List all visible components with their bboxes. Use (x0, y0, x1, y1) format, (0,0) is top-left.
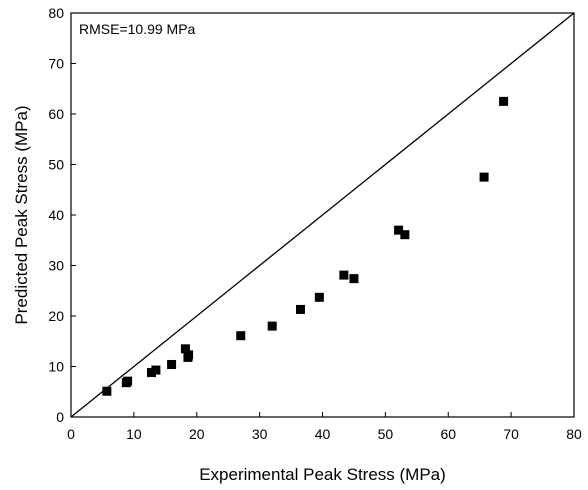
data-point (151, 365, 161, 375)
data-point (314, 292, 324, 302)
x-tick-label: 60 (440, 426, 456, 442)
rmse-annotation: RMSE=10.99 MPa (79, 21, 196, 37)
y-tick-label: 60 (48, 106, 64, 122)
data-point (400, 230, 410, 240)
data-points (102, 96, 509, 396)
x-tick-label: 0 (67, 426, 75, 442)
y-tick-label: 80 (48, 5, 64, 21)
y-tick-label: 50 (48, 157, 64, 173)
x-tick-label: 70 (503, 426, 519, 442)
data-point (295, 304, 305, 314)
y-axis-title: Predicted Peak Stress (MPa) (12, 105, 31, 324)
x-tick-label: 50 (378, 426, 394, 442)
y-tick-label: 10 (48, 359, 64, 375)
data-point (167, 359, 177, 369)
data-point (102, 386, 112, 396)
x-tick-label: 40 (315, 426, 331, 442)
x-axis-ticks: 0 10 20 30 40 50 60 70 80 (67, 412, 582, 442)
y-tick-label: 20 (48, 308, 64, 324)
y-tick-label: 30 (48, 258, 64, 274)
y-tick-label: 70 (48, 56, 64, 72)
data-point (180, 344, 190, 354)
data-point (267, 321, 277, 331)
data-point (184, 350, 194, 360)
y-tick-label: 40 (48, 207, 64, 223)
data-point (499, 96, 509, 106)
x-axis-title: Experimental Peak Stress (MPa) (199, 465, 446, 484)
x-tick-label: 10 (126, 426, 142, 442)
data-point (349, 274, 359, 284)
data-point (123, 376, 133, 386)
x-tick-label: 30 (252, 426, 268, 442)
x-tick-label: 80 (566, 426, 582, 442)
identity-reference-line (70, 12, 575, 418)
y-tick-label: 0 (56, 409, 64, 425)
data-point (236, 331, 246, 341)
y-axis-ticks: 0 10 20 30 40 50 60 70 80 (48, 5, 76, 425)
data-point (479, 172, 489, 182)
data-point (339, 270, 349, 280)
data-point (394, 225, 404, 235)
x-tick-label: 20 (189, 426, 205, 442)
